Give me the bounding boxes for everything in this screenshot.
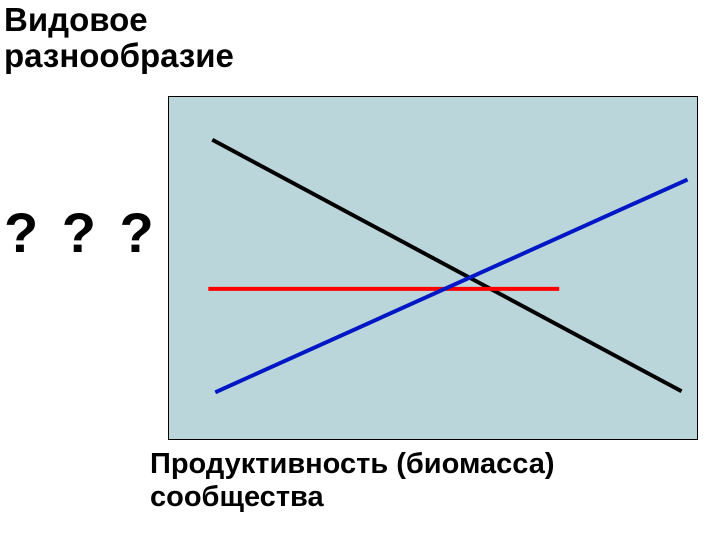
x-axis-label: Продуктивность (биомасса) сообщества	[150, 448, 555, 515]
black-line	[212, 140, 681, 392]
slide: Видовоеразнообразие ? ? ? Продуктивность…	[0, 0, 720, 540]
x-axis-label-line1: Продуктивность (биомасса)	[150, 448, 555, 480]
title-y-axis-label: Видовоеразнообразие	[4, 2, 234, 75]
chart-svg	[169, 97, 697, 439]
x-axis-label-line2: сообщества	[150, 481, 324, 513]
question-marks: ? ? ?	[4, 200, 158, 265]
blue-line	[215, 180, 687, 393]
chart-area	[168, 96, 698, 440]
